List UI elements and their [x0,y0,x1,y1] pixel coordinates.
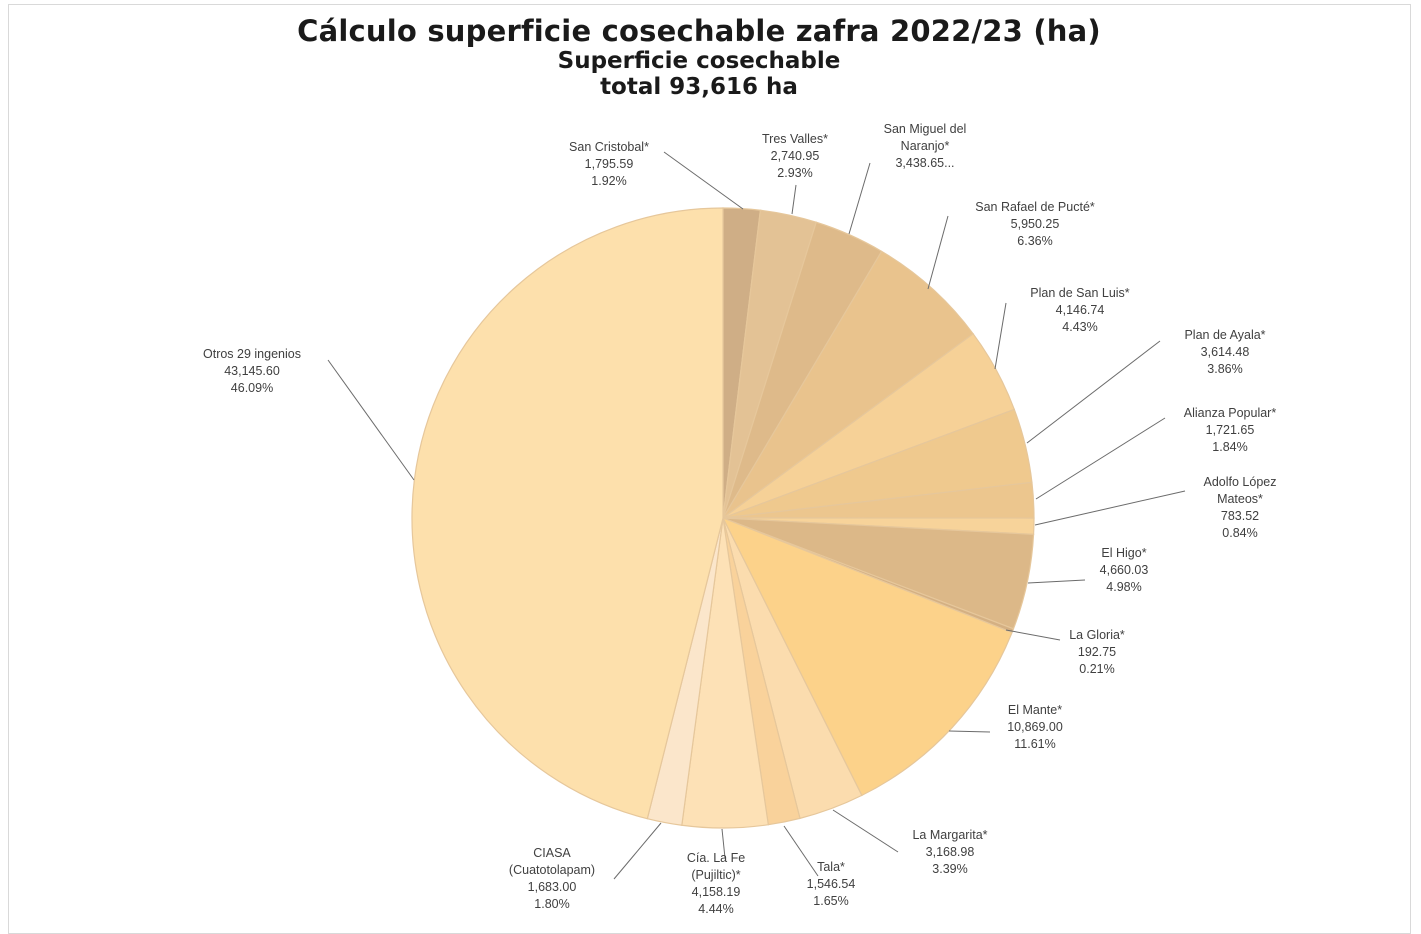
slice-label: La Gloria* 192.75 0.21% [1069,628,1125,676]
pie-slices [411,207,1035,829]
slice-label: CIASA (Cuatotolapam) 1,683.00 1.80% [509,846,595,911]
pie-slice-el-mante [721,516,1013,797]
chart-title: Cálculo superficie cosechable zafra 2022… [297,14,1101,48]
leader-line [791,184,797,215]
leader-line [1005,629,1061,641]
leader-line [783,825,819,877]
leader-line [1027,579,1086,584]
slice-label: San Cristobal* 1,795.59 1.92% [569,140,649,188]
slice-label: Plan de Ayala* 3,614.48 3.86% [1184,328,1265,376]
slice-label: Cía. La Fe (Pujiltic)* 4,158.19 4.44% [687,851,745,916]
slice-label: Adolfo López Mateos* 783.52 0.84% [1204,475,1277,540]
leader-line [663,151,744,210]
slice-label: San Rafael de Pucté* 5,950.25 6.36% [975,200,1095,248]
slice-label: Tres Valles* 2,740.95 2.93% [762,132,828,180]
slice-label: El Mante* 10,869.00 11.61% [1007,703,1063,751]
leader-line [613,822,662,880]
leader-line [848,162,871,235]
slice-label: Plan de San Luis* 4,146.74 4.43% [1030,286,1130,334]
pie-slice-san-rafael-de-puct [722,250,975,519]
leader-lines [327,151,1186,880]
chart-subtitle-line2: total 93,616 ha [600,74,798,100]
slice-label: Otros 29 ingenios 43,145.60 46.09% [203,347,301,395]
leader-line [327,359,415,481]
leader-line [832,809,899,853]
leader-line [994,302,1007,370]
leader-line [1034,490,1186,526]
slice-label: La Margarita* 3,168.98 3.39% [912,828,987,876]
leader-line [1035,417,1166,500]
leader-line [927,215,949,290]
slice-label: Alianza Popular* 1,721.65 1.84% [1184,406,1277,454]
slice-label: San Miguel del Naranjo* 3,438.65... [884,122,967,170]
slice-label: El Higo* 4,660.03 4.98% [1100,546,1149,594]
slice-label: Tala* 1,546.54 1.65% [807,860,856,908]
slice-labels: San Cristobal* 1,795.59 1.92% Tres Valles* 2… [203,122,1276,916]
leader-line [721,828,726,859]
chart-subtitle-line1: Superficie cosechable [557,48,841,74]
chart-titles: Cálculo superficie cosechable zafra 2022… [0,14,1398,100]
pie-slice-otros-29-ingenios [411,207,724,820]
leader-line [948,730,991,733]
leader-line [1026,340,1161,444]
